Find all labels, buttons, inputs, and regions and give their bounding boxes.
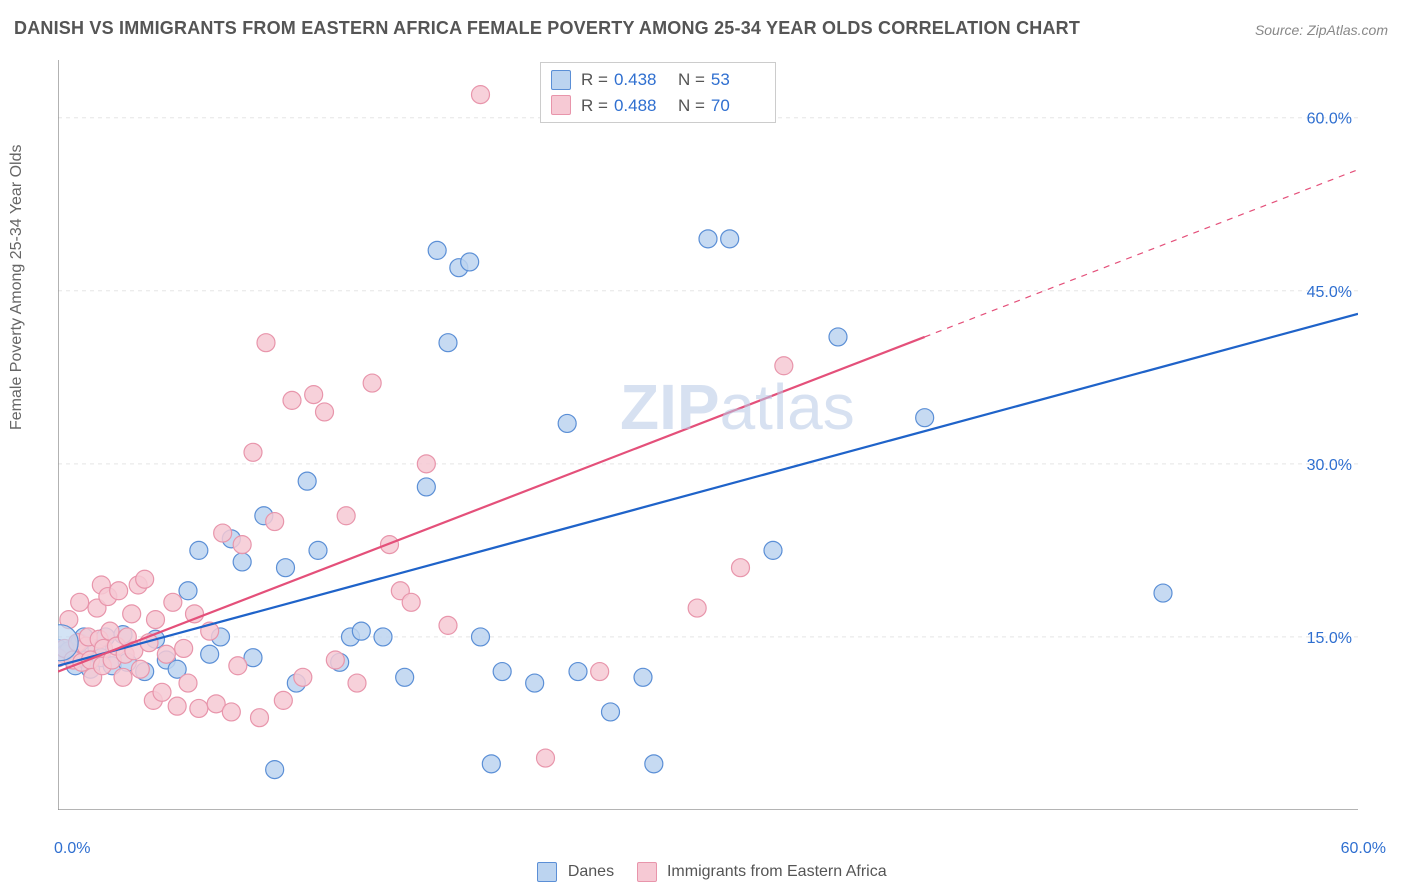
stat-n-immigrants: 70	[711, 93, 765, 119]
stats-legend: R = 0.438 N = 53 R = 0.488 N = 70	[540, 62, 776, 123]
stat-n-label: N =	[678, 67, 705, 93]
stat-r-danes: 0.438	[614, 67, 668, 93]
scatter-chart: 15.0% 30.0% 45.0% 60.0%	[58, 60, 1358, 810]
bottom-legend: Danes Immigrants from Eastern Africa	[0, 862, 1406, 882]
x-axis-min-label: 0.0%	[54, 840, 90, 858]
stats-row-immigrants: R = 0.488 N = 70	[551, 93, 765, 119]
svg-text:30.0%: 30.0%	[1307, 457, 1352, 474]
svg-text:45.0%: 45.0%	[1307, 284, 1352, 301]
legend-swatch-immigrants-icon	[637, 862, 657, 882]
legend-label-immigrants: Immigrants from Eastern Africa	[667, 863, 887, 880]
swatch-immigrants-icon	[551, 95, 571, 115]
y-axis-label: Female Poverty Among 25-34 Year Olds	[8, 145, 26, 431]
stat-n-label: N =	[678, 93, 705, 119]
source-attribution: Source: ZipAtlas.com	[1255, 22, 1388, 38]
svg-text:15.0%: 15.0%	[1307, 630, 1352, 647]
legend-label-danes: Danes	[568, 863, 614, 880]
swatch-danes-icon	[551, 70, 571, 90]
stat-n-danes: 53	[711, 67, 765, 93]
svg-text:60.0%: 60.0%	[1307, 111, 1352, 128]
stat-r-immigrants: 0.488	[614, 93, 668, 119]
chart-title: DANISH VS IMMIGRANTS FROM EASTERN AFRICA…	[14, 18, 1080, 39]
stat-r-label: R =	[581, 93, 608, 119]
legend-swatch-danes-icon	[537, 862, 557, 882]
stat-r-label: R =	[581, 67, 608, 93]
stats-row-danes: R = 0.438 N = 53	[551, 67, 765, 93]
x-axis-max-label: 60.0%	[1341, 840, 1386, 858]
